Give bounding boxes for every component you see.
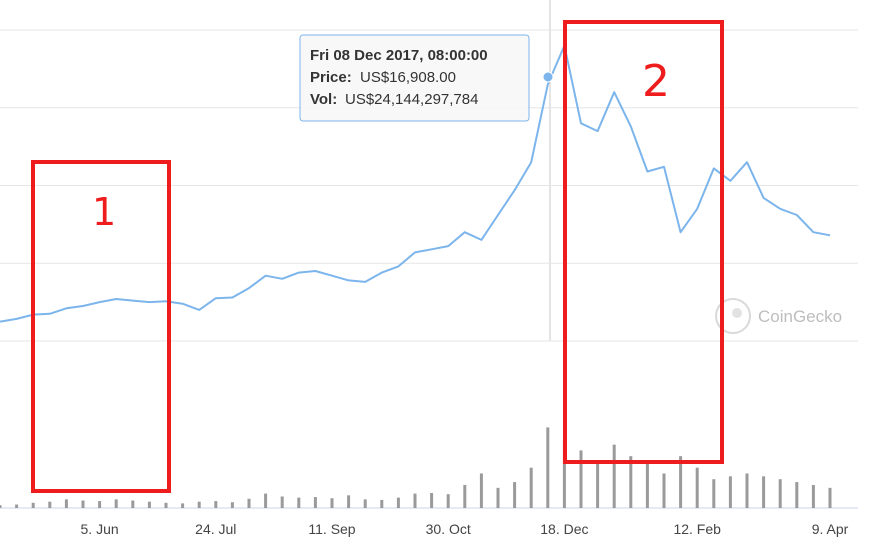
volume-bar: [745, 473, 749, 508]
volume-bar: [197, 501, 201, 508]
x-tick-label: 5. Jun: [81, 521, 119, 537]
volume-bar: [0, 505, 2, 508]
volume-bar: [114, 499, 118, 508]
volume-bar: [330, 498, 334, 508]
annotation-label: 2: [642, 56, 670, 107]
volume-bar: [645, 461, 649, 508]
volume-bar: [828, 487, 832, 508]
volume-bar: [762, 476, 766, 508]
price-line: [0, 44, 831, 323]
volume-bar: [247, 498, 251, 508]
volume-bar: [430, 493, 434, 508]
volume-bar: [612, 444, 616, 508]
tooltip: Fri 08 Dec 2017, 08:00:00 Price: US$16,9…: [299, 34, 530, 122]
volume-bar: [313, 497, 317, 508]
volume-bar: [230, 502, 234, 508]
x-tick-label: 12. Feb: [673, 521, 721, 537]
tooltip-value: US$24,144,297,784: [345, 91, 478, 108]
volume-bar: [546, 427, 550, 508]
tooltip-title: Fri 08 Dec 2017, 08:00:00: [310, 47, 488, 64]
volume-bar: [463, 484, 467, 508]
volume-bar: [778, 479, 782, 508]
volume-bar: [662, 473, 666, 508]
x-tick-label: 24. Jul: [195, 521, 236, 537]
volume-bar: [562, 438, 566, 508]
volume-bar: [513, 482, 517, 508]
volume-bar: [811, 484, 815, 508]
x-tick-label: 9. Apr: [812, 521, 849, 537]
volume-bar: [48, 501, 52, 508]
plot: 5. Jun 24. Jul 11. Sep 30. Oct 18. Dec 12. Fe…: [0, 29, 858, 537]
watermark: CoinGecko: [715, 298, 842, 334]
volume-bar: [413, 493, 417, 508]
volume-bar: [347, 495, 351, 508]
volume-bar: [214, 501, 218, 508]
watermark-icon: [732, 308, 742, 318]
volume-bar: [496, 487, 500, 508]
x-tick-label: 30. Oct: [426, 521, 471, 537]
volume-bar: [380, 499, 384, 508]
volume-bar: [280, 496, 284, 508]
volume-bar: [98, 501, 102, 508]
tooltip-label: Vol:: [310, 91, 337, 108]
annotation-box: [31, 160, 171, 493]
volume-bar: [629, 456, 633, 508]
annotation-label: 1: [92, 190, 116, 234]
volume-bar: [31, 502, 35, 508]
volume-bar: [181, 503, 185, 508]
volume-bar: [596, 461, 600, 508]
volume-bar: [479, 473, 483, 508]
volume-bar: [695, 467, 699, 508]
volume-bar: [679, 456, 683, 508]
x-tick-label: 11. Sep: [308, 521, 355, 537]
volume-bar: [363, 499, 367, 508]
volume-bar: [64, 499, 68, 508]
volume-bar: [728, 476, 732, 508]
watermark-text: CoinGecko: [758, 307, 842, 326]
x-tick-label: 18. Dec: [540, 521, 588, 537]
volume-bar: [396, 497, 400, 508]
volume-bar: [164, 502, 168, 508]
watermark-icon: [715, 298, 751, 334]
volume-bar: [297, 497, 301, 508]
tooltip-value: US$16,908.00: [360, 69, 456, 86]
volume-bar: [264, 493, 268, 508]
volume-bar: [529, 467, 533, 508]
tooltip-box: [299, 34, 530, 122]
volume-bar: [15, 504, 19, 508]
annotation-box: [563, 20, 724, 464]
volume-bar: [579, 450, 583, 508]
volume-bar: [712, 479, 716, 508]
tooltip-label: Price:: [310, 69, 352, 86]
hover-point: [542, 71, 554, 83]
volume-bar: [131, 500, 135, 508]
volume-bar: [147, 501, 151, 508]
volume-bar: [795, 482, 799, 508]
volume-bar: [81, 500, 85, 508]
volume-bar: [446, 494, 450, 508]
